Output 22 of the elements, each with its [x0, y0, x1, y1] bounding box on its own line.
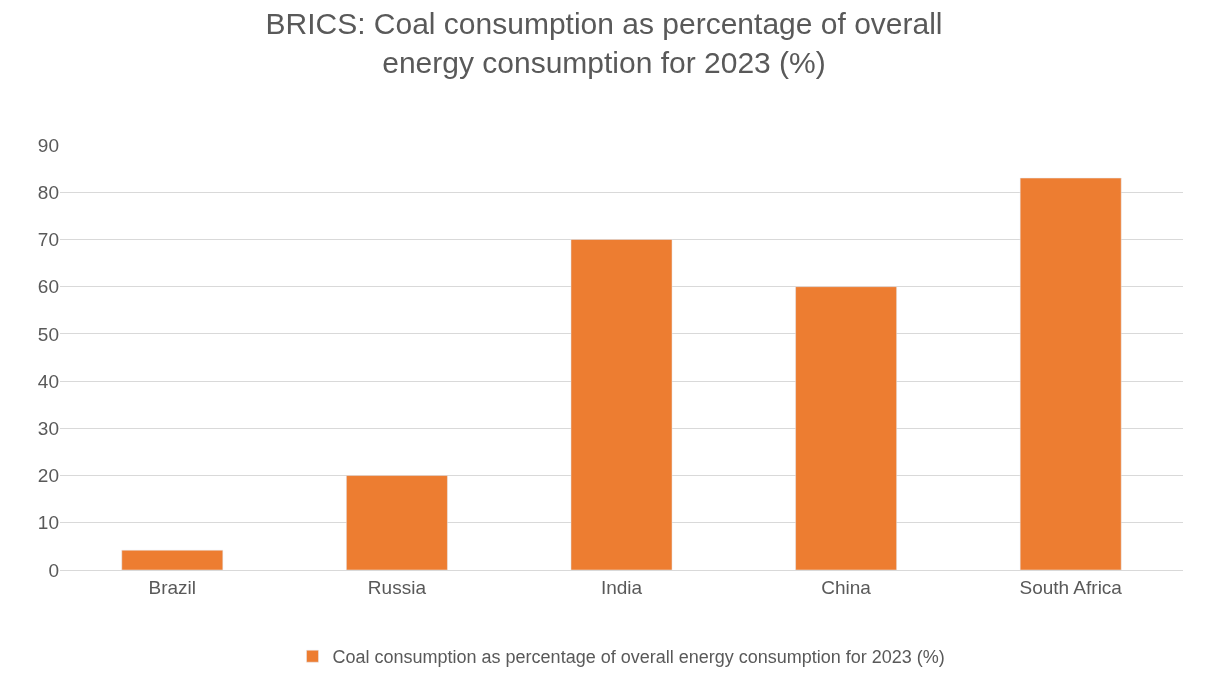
x-tick-label: China — [821, 576, 872, 598]
y-tick-label: 10 — [37, 512, 59, 534]
x-tick-label: India — [600, 576, 643, 598]
y-tick-label: 50 — [37, 323, 59, 345]
y-tick-label: 80 — [37, 181, 59, 203]
x-tick-label: South Africa — [1019, 576, 1123, 598]
y-tick-label: 60 — [37, 276, 59, 298]
y-tick-label: 90 — [37, 134, 59, 156]
x-tick-label: Brazil — [148, 576, 197, 598]
legend-label: Coal consumption as percentage of overall energy consumption for 2023 (%) — [332, 647, 945, 668]
y-tick-label: 0 — [48, 559, 59, 581]
bar — [795, 286, 897, 570]
x-tick-label: Russia — [367, 576, 427, 598]
y-tick-label: 20 — [37, 465, 59, 487]
y-tick-label: 70 — [37, 229, 59, 251]
bar — [121, 549, 224, 570]
bar — [570, 239, 673, 570]
bar — [1019, 177, 1122, 570]
chart-title: BRICS: Coal consumption as percentage of overall energy consumption for 2023 (%) — [265, 7, 943, 80]
y-tick-label: 30 — [37, 417, 59, 439]
bar — [346, 475, 448, 570]
y-tick-label: 40 — [37, 370, 59, 392]
